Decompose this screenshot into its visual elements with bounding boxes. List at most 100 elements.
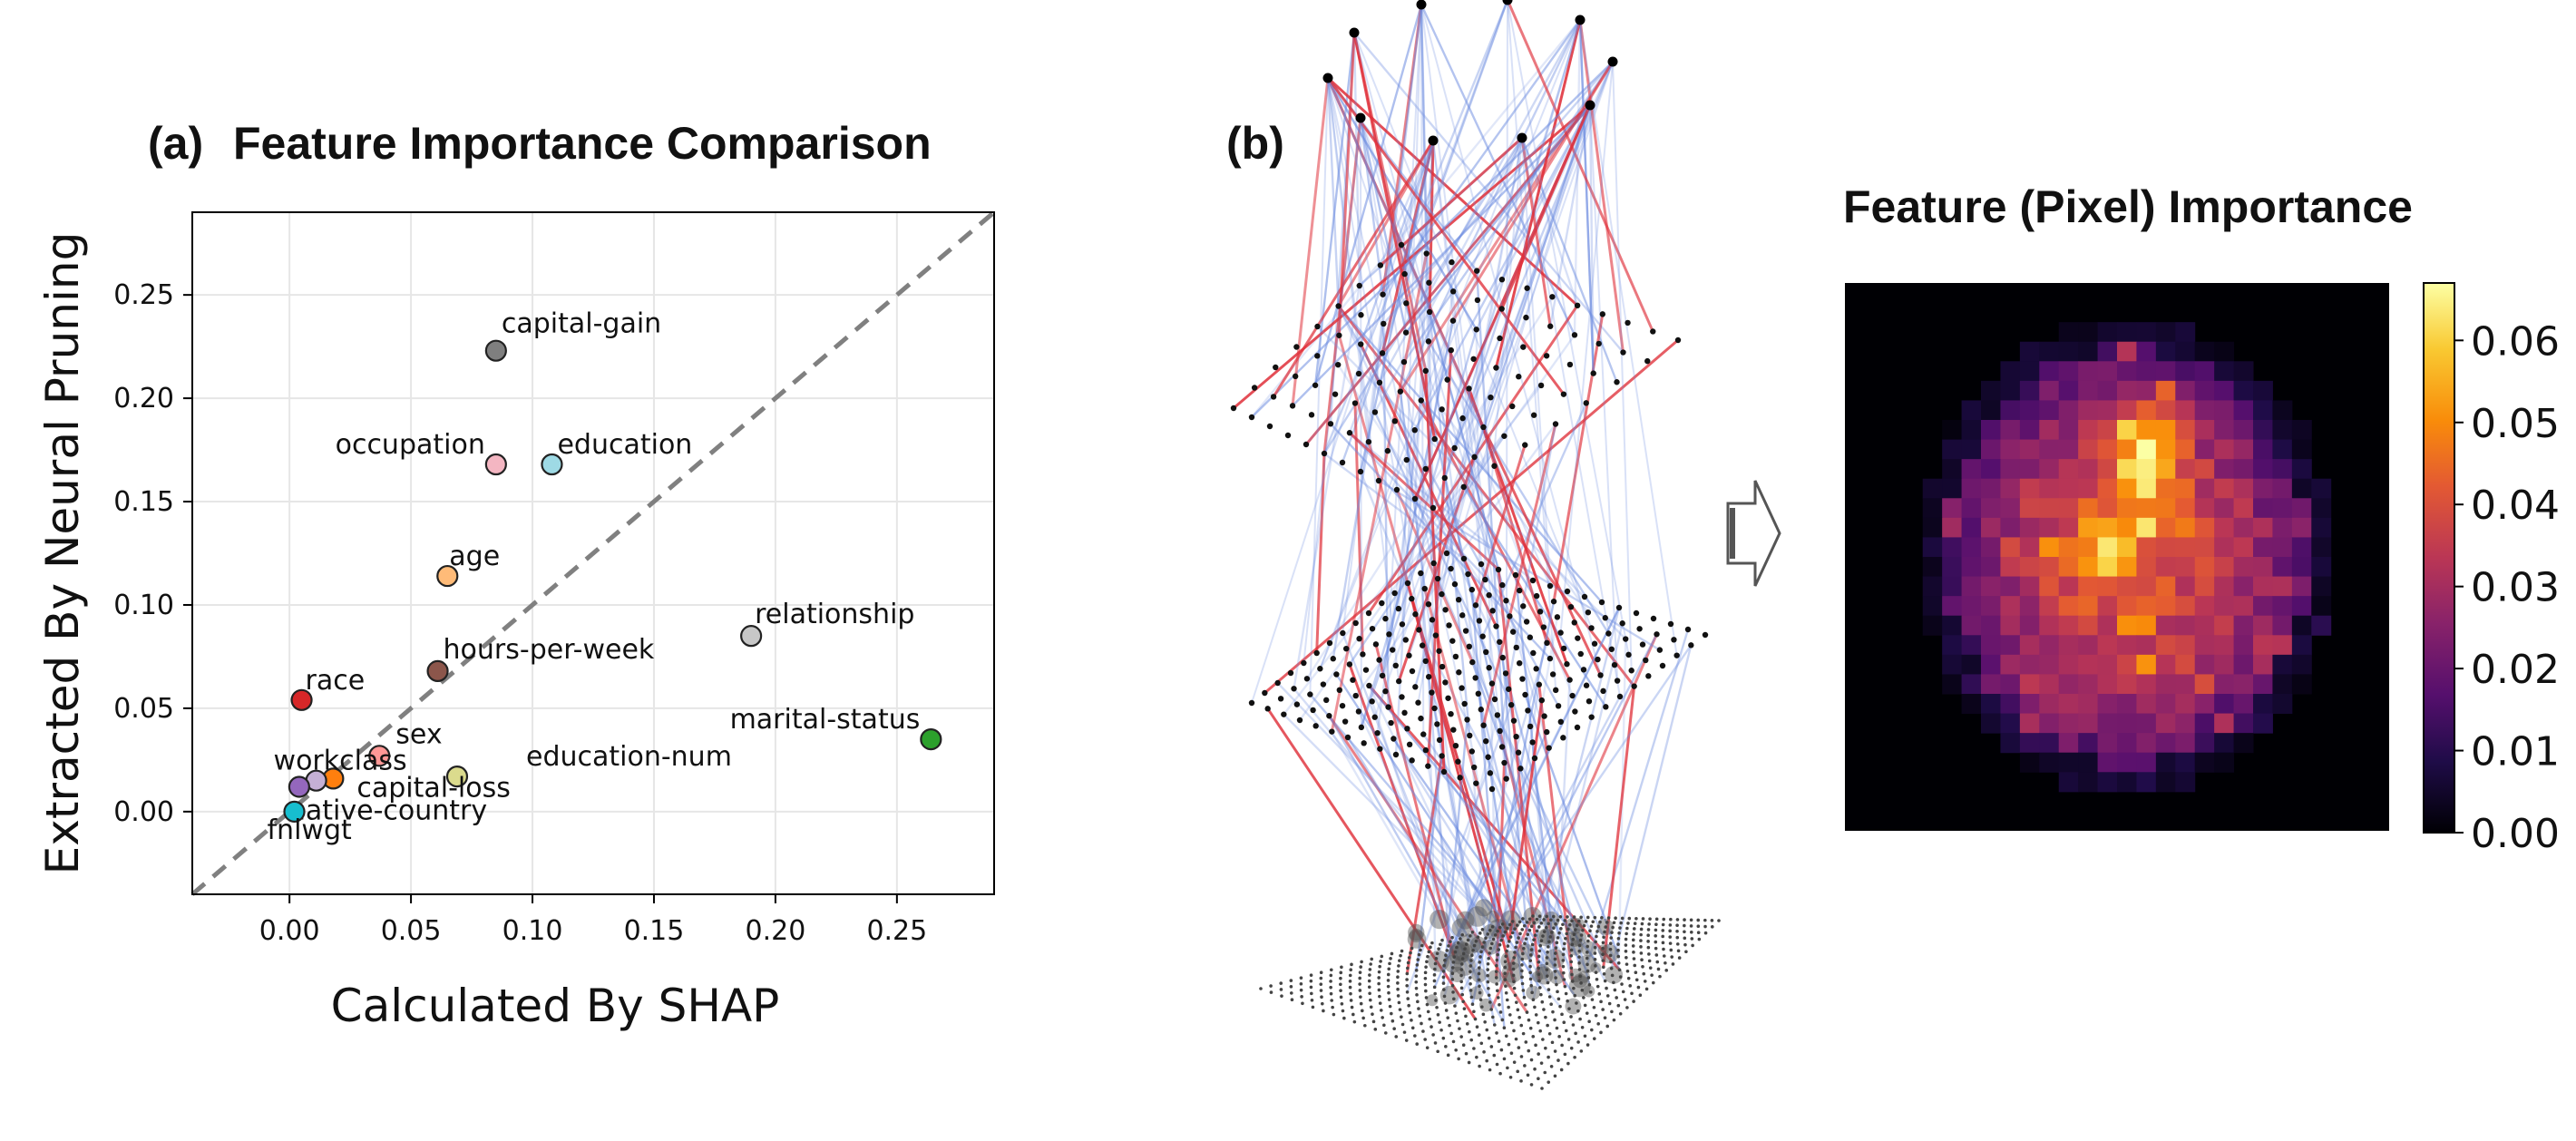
input-node	[1634, 916, 1638, 921]
negative-edge	[1360, 117, 1439, 580]
input-node	[1463, 947, 1467, 951]
input-node	[1515, 923, 1519, 927]
input-node	[1619, 921, 1624, 925]
hidden-node	[1449, 288, 1457, 295]
input-node	[1562, 947, 1566, 951]
heatmap-cell	[1942, 459, 1963, 480]
hidden-node	[1321, 450, 1328, 457]
input-node	[1466, 938, 1470, 942]
hidden-node	[1702, 631, 1709, 639]
input-node	[1452, 955, 1457, 959]
input-node	[1510, 931, 1515, 935]
input-node	[1624, 937, 1628, 941]
input-node	[1611, 925, 1615, 930]
hidden-node	[1522, 691, 1528, 698]
hidden-node	[1386, 631, 1392, 638]
input-node	[1546, 980, 1550, 985]
output-node	[1355, 112, 1366, 123]
heatmap-cell	[2175, 596, 2196, 617]
input-node	[1545, 925, 1548, 930]
positive-edge	[1424, 370, 1446, 773]
hidden-node	[1312, 723, 1319, 729]
heatmap-cell	[2136, 439, 2157, 460]
input-node	[1358, 976, 1361, 980]
input-node	[1568, 922, 1572, 927]
input-node	[1435, 1005, 1439, 1009]
hidden-node	[1374, 729, 1381, 736]
hidden-node	[1336, 687, 1343, 693]
hidden-node	[1365, 610, 1372, 617]
input-node	[1661, 941, 1665, 945]
input-node	[1553, 1074, 1557, 1078]
negative-edge	[1337, 305, 1504, 658]
hidden-node	[1376, 657, 1382, 663]
hidden-node	[1388, 719, 1394, 727]
input-node	[1425, 960, 1429, 964]
heatmap-cell	[2194, 674, 2215, 695]
heatmap-cell	[2175, 752, 2196, 773]
input-node	[1675, 942, 1680, 946]
heatmap-cell	[2194, 478, 2215, 499]
heatmap-cell	[2253, 459, 2273, 480]
heatmap-cell	[1981, 517, 2001, 538]
input-node	[1449, 940, 1452, 943]
input-node	[1400, 949, 1404, 953]
input-node	[1554, 976, 1557, 980]
heatmap-cell	[1942, 596, 1963, 617]
heatmap-cell	[2078, 674, 2099, 695]
input-node	[1469, 976, 1472, 980]
hidden-node	[1409, 757, 1415, 764]
hidden-node	[1412, 611, 1419, 618]
heatmap-cell	[2175, 459, 2196, 480]
heatmap-cell	[2155, 420, 2176, 441]
heatmap-cell	[2058, 341, 2079, 362]
hidden-node	[1361, 740, 1367, 746]
input-node	[1617, 931, 1621, 935]
input-node	[1450, 978, 1455, 981]
x-tick-label: 0.10	[503, 915, 563, 947]
input-node	[1625, 926, 1629, 931]
heatmap-cell	[2117, 498, 2137, 519]
input-node	[1348, 985, 1352, 990]
negative-edge	[1400, 4, 1422, 625]
input-node	[1600, 916, 1604, 920]
input-node	[1529, 1083, 1534, 1087]
input-node	[1496, 952, 1499, 957]
hidden-node	[1446, 622, 1452, 629]
network-nodes	[1230, 0, 1721, 1090]
hidden-node	[1371, 714, 1378, 720]
x-tick-label: 0.15	[624, 915, 685, 947]
negative-edge	[1521, 137, 1551, 587]
input-node	[1322, 1009, 1325, 1013]
heatmap-cell	[2058, 635, 2079, 656]
heatmap-cell	[2039, 752, 2060, 773]
hidden-node	[1509, 403, 1516, 410]
heatmap-cell	[2253, 615, 2273, 636]
heatmap-cell	[2039, 713, 2060, 734]
ticks: 0.00 0.05 0.10 0.15 0.20 0.250.000.050.100.15…	[113, 279, 927, 947]
input-node	[1642, 971, 1646, 976]
input-node	[1573, 993, 1577, 998]
hidden-node	[1326, 713, 1332, 719]
heatmap-cell	[2214, 537, 2235, 558]
input-node	[1636, 985, 1641, 990]
hidden-node	[1473, 780, 1479, 786]
negative-edge	[1357, 710, 1481, 963]
negative-edge	[1305, 296, 1554, 679]
hidden-node	[1448, 346, 1454, 354]
hidden-node	[1392, 751, 1400, 758]
input-node	[1513, 951, 1517, 954]
input-node	[1524, 1040, 1528, 1044]
input-node	[1538, 943, 1543, 948]
hidden-node	[1527, 723, 1534, 730]
input-node	[1396, 970, 1400, 973]
hidden-node	[1412, 684, 1419, 690]
positive-edge	[1337, 335, 1410, 584]
input-node	[1378, 964, 1381, 969]
input-node	[1670, 955, 1674, 959]
negative-edge	[1326, 77, 1340, 307]
input-node	[1550, 1040, 1555, 1045]
input-node	[1647, 959, 1652, 963]
hidden-node	[1571, 619, 1577, 626]
hidden-node	[1358, 724, 1365, 731]
